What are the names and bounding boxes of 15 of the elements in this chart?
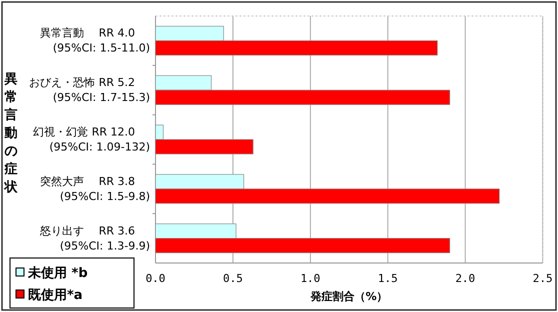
x-tick-label: 0.5 [223,272,243,285]
legend-label: 既使用*a [28,288,83,303]
y-axis-title: 異常言動の症状 [4,72,18,195]
x-tick-label: 2.0 [455,272,476,285]
y-tick-label: 異常言動 RR 4.0 (95%CI: 1.5-11.0) [40,26,150,55]
y-tick-label: おびえ・恐怖 RR 5.2 (95%CI: 1.7-15.3) [29,76,150,104]
x-tick-label: 1.5 [378,272,398,285]
x-axis-title: 発症割合（%） [310,290,388,303]
y-tick-label: 怒り出す RR 3.6 (95%CI: 1.3-9.9) [39,224,150,252]
x-tick-label: 0.0 [146,272,166,285]
y-tick-label: 突然大声 RR 3.8 (95%CI: 1.5-9.8) [40,174,150,203]
x-tick-label: 2.5 [532,272,553,285]
legend-label: 未使用 *b [27,266,88,281]
y-tick-label: 幻視・幻覚 RR 12.0 (95%CI: 1.09-132) [33,126,150,154]
x-tick-label: 1.0 [300,272,320,285]
